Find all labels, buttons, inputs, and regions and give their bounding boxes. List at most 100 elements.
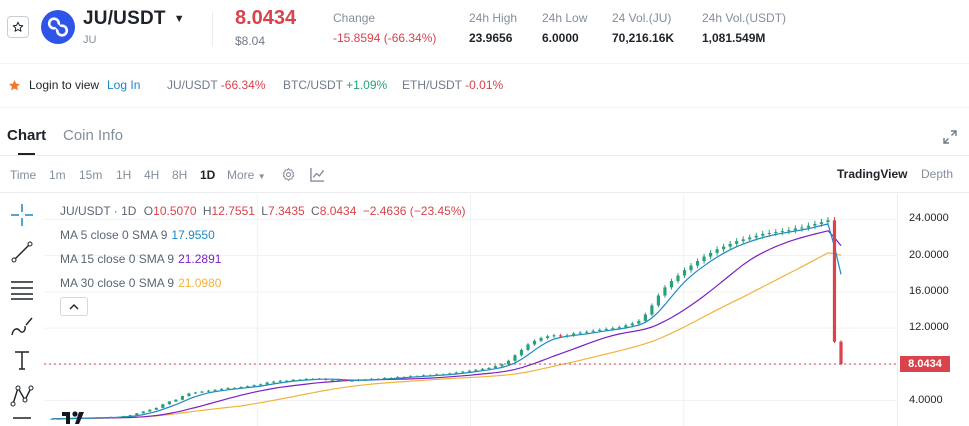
candle-body bbox=[265, 382, 269, 385]
candle-body bbox=[617, 327, 621, 329]
fullscreen-icon[interactable] bbox=[943, 130, 957, 144]
interval-more[interactable]: More ▼ bbox=[227, 168, 266, 182]
candle-body bbox=[715, 249, 719, 253]
candle-body bbox=[109, 416, 113, 418]
candle-body bbox=[519, 349, 524, 356]
interval-15m[interactable]: 15m bbox=[79, 168, 103, 182]
price-chart[interactable] bbox=[44, 194, 897, 426]
candle-body bbox=[630, 323, 634, 326]
interval-1m[interactable]: 1m bbox=[49, 168, 66, 182]
candle-body bbox=[513, 355, 517, 361]
ma15-label: MA 15 close 0 SMA 9 bbox=[60, 252, 175, 266]
ju-coin-logo bbox=[41, 10, 75, 44]
settings-gear-icon[interactable] bbox=[281, 167, 296, 182]
candle-body bbox=[604, 329, 608, 331]
more-tools[interactable] bbox=[9, 416, 35, 426]
candle-body bbox=[180, 396, 185, 400]
candle-body bbox=[637, 320, 641, 324]
pattern-icon bbox=[10, 385, 34, 407]
login-link[interactable]: Log In bbox=[107, 78, 141, 92]
y-tick-label: 12.0000 bbox=[909, 321, 949, 334]
interval-4h[interactable]: 4H bbox=[144, 168, 160, 182]
header-divider bbox=[212, 12, 213, 46]
ma15-legend[interactable]: MA 15 close 0 SMA 9 21.2891 bbox=[60, 252, 221, 266]
y-tick-label: 24.0000 bbox=[909, 212, 949, 225]
candle-body bbox=[115, 416, 119, 418]
text-tool[interactable] bbox=[9, 347, 35, 373]
ticker-item-ju[interactable]: JU/USDT -66.34% bbox=[167, 78, 266, 92]
stat-volume-quote-value: 1,081.549M bbox=[702, 31, 766, 45]
candle-body bbox=[141, 411, 145, 414]
brush-tool[interactable] bbox=[9, 314, 35, 340]
candle-body bbox=[56, 418, 61, 420]
crosshair-tool[interactable] bbox=[9, 202, 35, 228]
ticker-item-btc[interactable]: BTC/USDT +1.09% bbox=[283, 78, 387, 92]
candle-body bbox=[722, 246, 726, 250]
candle-body bbox=[285, 380, 289, 382]
candle-body bbox=[369, 378, 374, 380]
interval-8h[interactable]: 8H bbox=[172, 168, 188, 182]
crosshair-icon bbox=[11, 204, 33, 226]
candle-body bbox=[774, 232, 778, 234]
candle-body bbox=[252, 385, 256, 387]
interval-toolbar: Time 1m 15m 1H 4H 8H 1D More ▼ TradingVi… bbox=[0, 157, 969, 193]
stat-low-value: 6.0000 bbox=[542, 31, 579, 45]
candle-body bbox=[578, 332, 582, 334]
candle-body bbox=[422, 375, 426, 377]
candle-body bbox=[708, 252, 713, 257]
candle-body bbox=[695, 261, 700, 266]
trendline-tool[interactable] bbox=[9, 239, 35, 265]
pattern-tool[interactable] bbox=[9, 383, 35, 409]
ma15-value: 21.2891 bbox=[178, 252, 222, 266]
ticker-pair: BTC/USDT bbox=[283, 78, 343, 92]
ma5-legend[interactable]: MA 5 close 0 SMA 9 17.9550 bbox=[60, 228, 215, 242]
tab-coin-info[interactable]: Coin Info bbox=[63, 127, 124, 144]
favorite-button[interactable] bbox=[7, 16, 29, 38]
candle-body bbox=[239, 387, 243, 389]
ma30-legend[interactable]: MA 30 close 0 SMA 9 21.0980 bbox=[60, 276, 221, 290]
pair-selector[interactable]: JU/USDT ▼ bbox=[83, 8, 185, 30]
candle-body bbox=[741, 239, 745, 242]
candle-body bbox=[467, 370, 471, 372]
stat-volume-base-label: 24 Vol.(JU) bbox=[612, 11, 672, 25]
candle-body bbox=[793, 228, 797, 231]
candle-body bbox=[382, 377, 387, 379]
stat-change-label: Change bbox=[333, 11, 376, 25]
legend-low-label: L bbox=[261, 204, 268, 218]
candle-body bbox=[174, 399, 178, 402]
ma5-line bbox=[52, 223, 842, 420]
ticker-pair: ETH/USDT bbox=[402, 78, 462, 92]
fib-tool[interactable] bbox=[9, 276, 35, 302]
ohlc-legend: JU/USDT · 1D O10.5070 H12.7551 L7.3435 C… bbox=[60, 204, 465, 218]
view-tradingview[interactable]: TradingView bbox=[837, 167, 908, 181]
candle-body bbox=[656, 295, 661, 306]
view-depth[interactable]: Depth bbox=[921, 167, 954, 181]
interval-time[interactable]: Time bbox=[10, 168, 37, 182]
tab-chart[interactable]: Chart bbox=[7, 127, 47, 144]
candle-body bbox=[89, 417, 93, 419]
candle-body bbox=[493, 366, 498, 368]
candle-body bbox=[232, 387, 237, 389]
stat-volume-quote-label: 24h Vol.(USDT) bbox=[702, 11, 787, 25]
candle-body bbox=[591, 330, 595, 332]
interval-1d[interactable]: 1D bbox=[200, 168, 216, 182]
candle-body bbox=[317, 378, 321, 380]
text-icon bbox=[15, 351, 29, 370]
y-tick-label: 20.0000 bbox=[909, 248, 949, 261]
stat-volume-base: 24 Vol.(JU) 70,216.16K bbox=[612, 11, 674, 45]
ticker-item-eth[interactable]: ETH/USDT -0.01% bbox=[402, 78, 503, 92]
candle-body bbox=[50, 418, 54, 420]
candle-body bbox=[415, 376, 419, 378]
candle-body bbox=[122, 416, 126, 418]
legend-symbol: JU/USDT · 1D bbox=[60, 204, 137, 218]
interval-1h[interactable]: 1H bbox=[116, 168, 132, 182]
caret-down-icon: ▼ bbox=[173, 13, 185, 25]
collapse-legend-button[interactable] bbox=[60, 297, 88, 316]
stat-low-label: 24h Low bbox=[542, 11, 588, 25]
indicators-icon[interactable] bbox=[310, 167, 325, 182]
candle-body bbox=[526, 344, 530, 350]
candle-body bbox=[213, 389, 217, 391]
legend-close-label: C bbox=[311, 204, 320, 218]
ma5-value: 17.9550 bbox=[171, 228, 215, 242]
